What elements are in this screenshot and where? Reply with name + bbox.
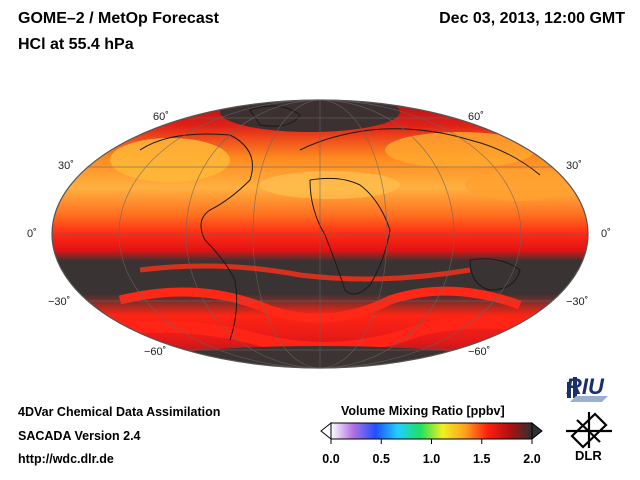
colorbar-tick-label-2: 1.0 [422, 452, 441, 466]
colorbar-title: Volume Mixing Ratio [ppbv] [341, 404, 505, 418]
lat-label-0-right: 0˚ [601, 228, 611, 240]
colorbar-max-arrow [531, 421, 543, 441]
lat-label-60-left: 60˚ [153, 111, 169, 123]
lat-label-m60-right: −60˚ [468, 346, 491, 358]
dlr-logo-text: DLR [575, 448, 602, 463]
footer-line1: 4DVar Chemical Data Assimilation [18, 405, 221, 419]
coastlines [139, 105, 541, 341]
lat-label-30-left: 30˚ [58, 160, 74, 172]
lat-label-30-right: 30˚ [566, 160, 582, 172]
lat-label-m30-left: −30˚ [48, 296, 71, 308]
lat-label-m30-right: −30˚ [566, 296, 589, 308]
riu-logo-text: RIU [566, 374, 604, 399]
colorbar-tick-label-0: 0.0 [322, 452, 340, 466]
lat-label-0-left: 0˚ [27, 228, 37, 240]
colorbar-tick-label-1: 0.5 [372, 452, 390, 466]
colorbar-tick-label-3: 1.5 [473, 452, 491, 466]
colorbar-tick-marks [330, 439, 533, 444]
map-border [51, 99, 589, 369]
footer-line2: SACADA Version 2.4 [18, 429, 141, 443]
colorbar-tick-label-4: 2.0 [523, 452, 541, 466]
title-line2: HCl at 55.4 hPa [18, 36, 134, 53]
forecast-datetime: Dec 03, 2013, 12:00 GMT [439, 10, 625, 27]
lat-label-60-right: 60˚ [468, 111, 484, 123]
title-line1: GOME–2 / MetOp Forecast [18, 10, 219, 27]
footer-url[interactable]: http://wdc.dlr.de [18, 452, 114, 466]
lat-label-m60-left: −60˚ [144, 346, 167, 358]
